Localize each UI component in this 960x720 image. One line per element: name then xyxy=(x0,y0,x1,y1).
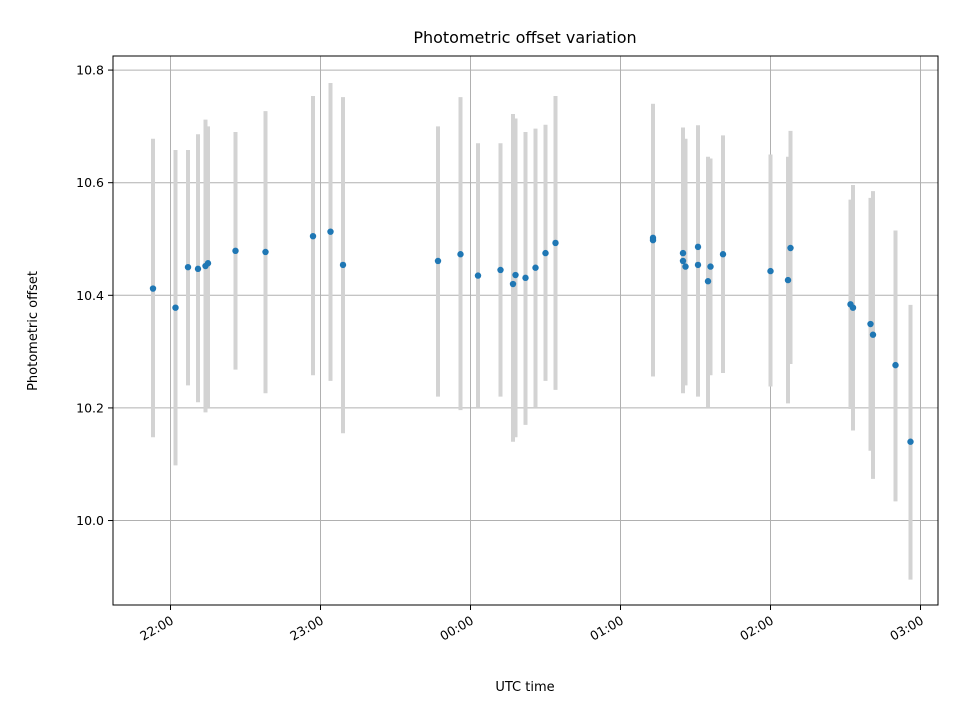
y-tick-label: 10.6 xyxy=(76,175,104,190)
y-tick-label: 10.0 xyxy=(76,513,104,528)
data-point xyxy=(262,248,269,256)
data-point xyxy=(719,251,727,258)
y-tick-label: 10.8 xyxy=(76,63,104,78)
data-point xyxy=(694,243,702,251)
data-point xyxy=(232,247,239,255)
data-point xyxy=(194,265,202,273)
data-point xyxy=(552,239,559,247)
data-point xyxy=(679,249,687,257)
data-point xyxy=(509,280,517,288)
data-point xyxy=(522,274,529,282)
data-point xyxy=(172,304,179,311)
data-point xyxy=(679,257,687,265)
data-point xyxy=(434,257,442,265)
data-points xyxy=(149,228,914,445)
data-point xyxy=(682,263,689,270)
data-point xyxy=(704,278,712,285)
data-point xyxy=(457,251,464,258)
data-point xyxy=(327,228,334,235)
data-point xyxy=(867,320,874,328)
data-point xyxy=(892,361,899,369)
data-point xyxy=(204,260,212,267)
data-point xyxy=(784,276,792,284)
data-point xyxy=(907,438,914,445)
data-point xyxy=(649,236,657,244)
data-point xyxy=(707,263,714,270)
data-point xyxy=(309,232,317,240)
data-point xyxy=(542,249,549,257)
data-point xyxy=(767,267,774,275)
y-tick-label: 10.2 xyxy=(76,400,104,415)
x-axis-label: UTC time xyxy=(495,680,554,695)
data-point xyxy=(149,285,157,292)
data-point xyxy=(532,264,539,271)
data-point xyxy=(339,261,347,269)
data-point xyxy=(474,272,482,279)
data-point xyxy=(184,263,192,271)
data-point xyxy=(512,271,519,279)
y-tick-label: 10.4 xyxy=(76,288,104,303)
data-point xyxy=(849,304,857,311)
data-point xyxy=(869,331,877,338)
data-point xyxy=(497,266,504,274)
y-axis-label: Photometric offset xyxy=(26,271,41,391)
data-point xyxy=(787,244,794,252)
plot-frame xyxy=(112,55,939,606)
y-axis: 10.0 10.2 10.4 10.6 10.8 xyxy=(76,63,113,528)
data-point xyxy=(694,261,702,269)
chart-title: Photometric offset variation xyxy=(413,28,636,47)
